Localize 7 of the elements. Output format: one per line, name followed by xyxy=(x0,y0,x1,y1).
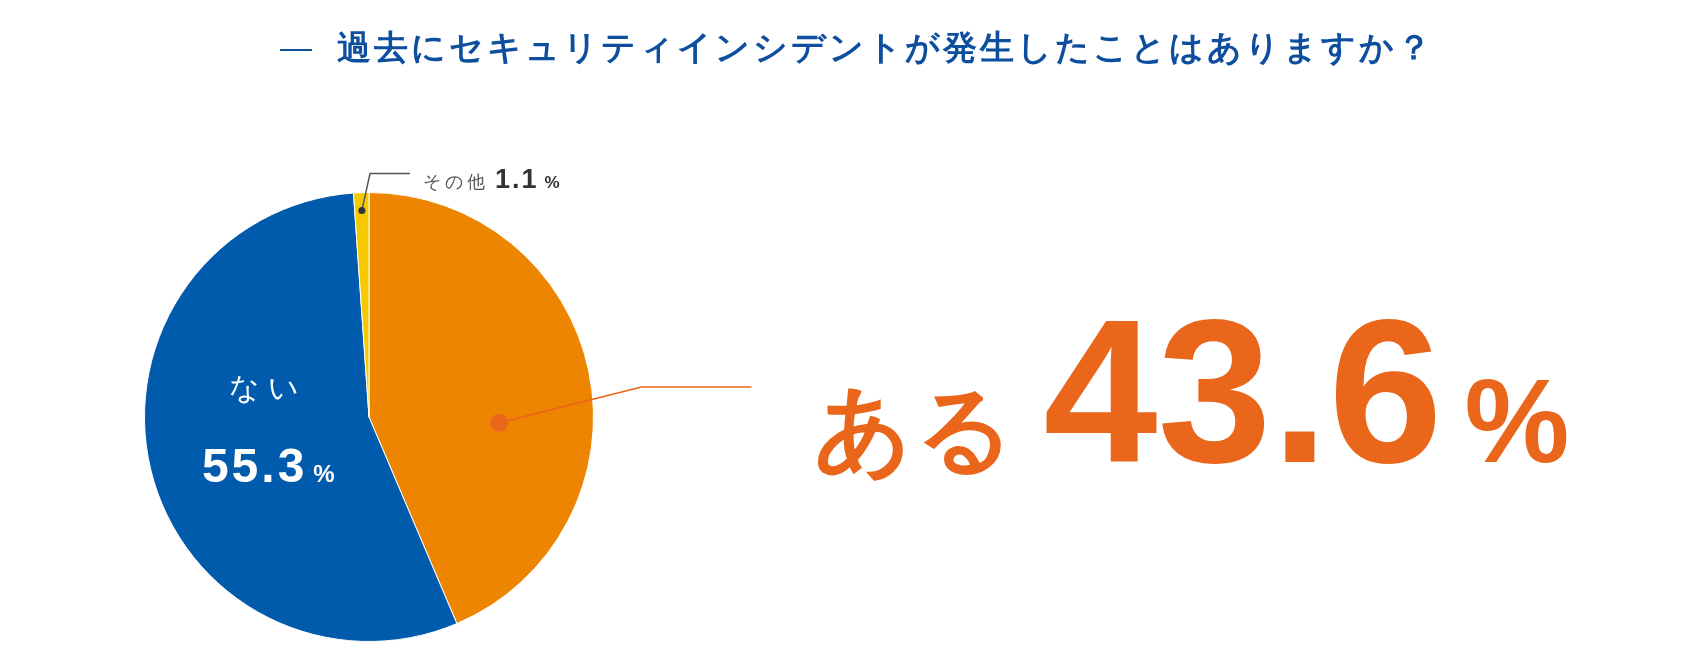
slice-label: ある xyxy=(813,373,1018,485)
data-label: 55.3% xyxy=(201,439,335,493)
chart-title: 過去にセキュリティインシデントが発生したことはありますか？ xyxy=(337,27,1434,67)
slice-label: その他 xyxy=(423,170,489,192)
data-label: 43.6% xyxy=(1043,276,1570,505)
slice-label: ない xyxy=(229,370,308,406)
data-label: 1.1% xyxy=(495,163,560,194)
